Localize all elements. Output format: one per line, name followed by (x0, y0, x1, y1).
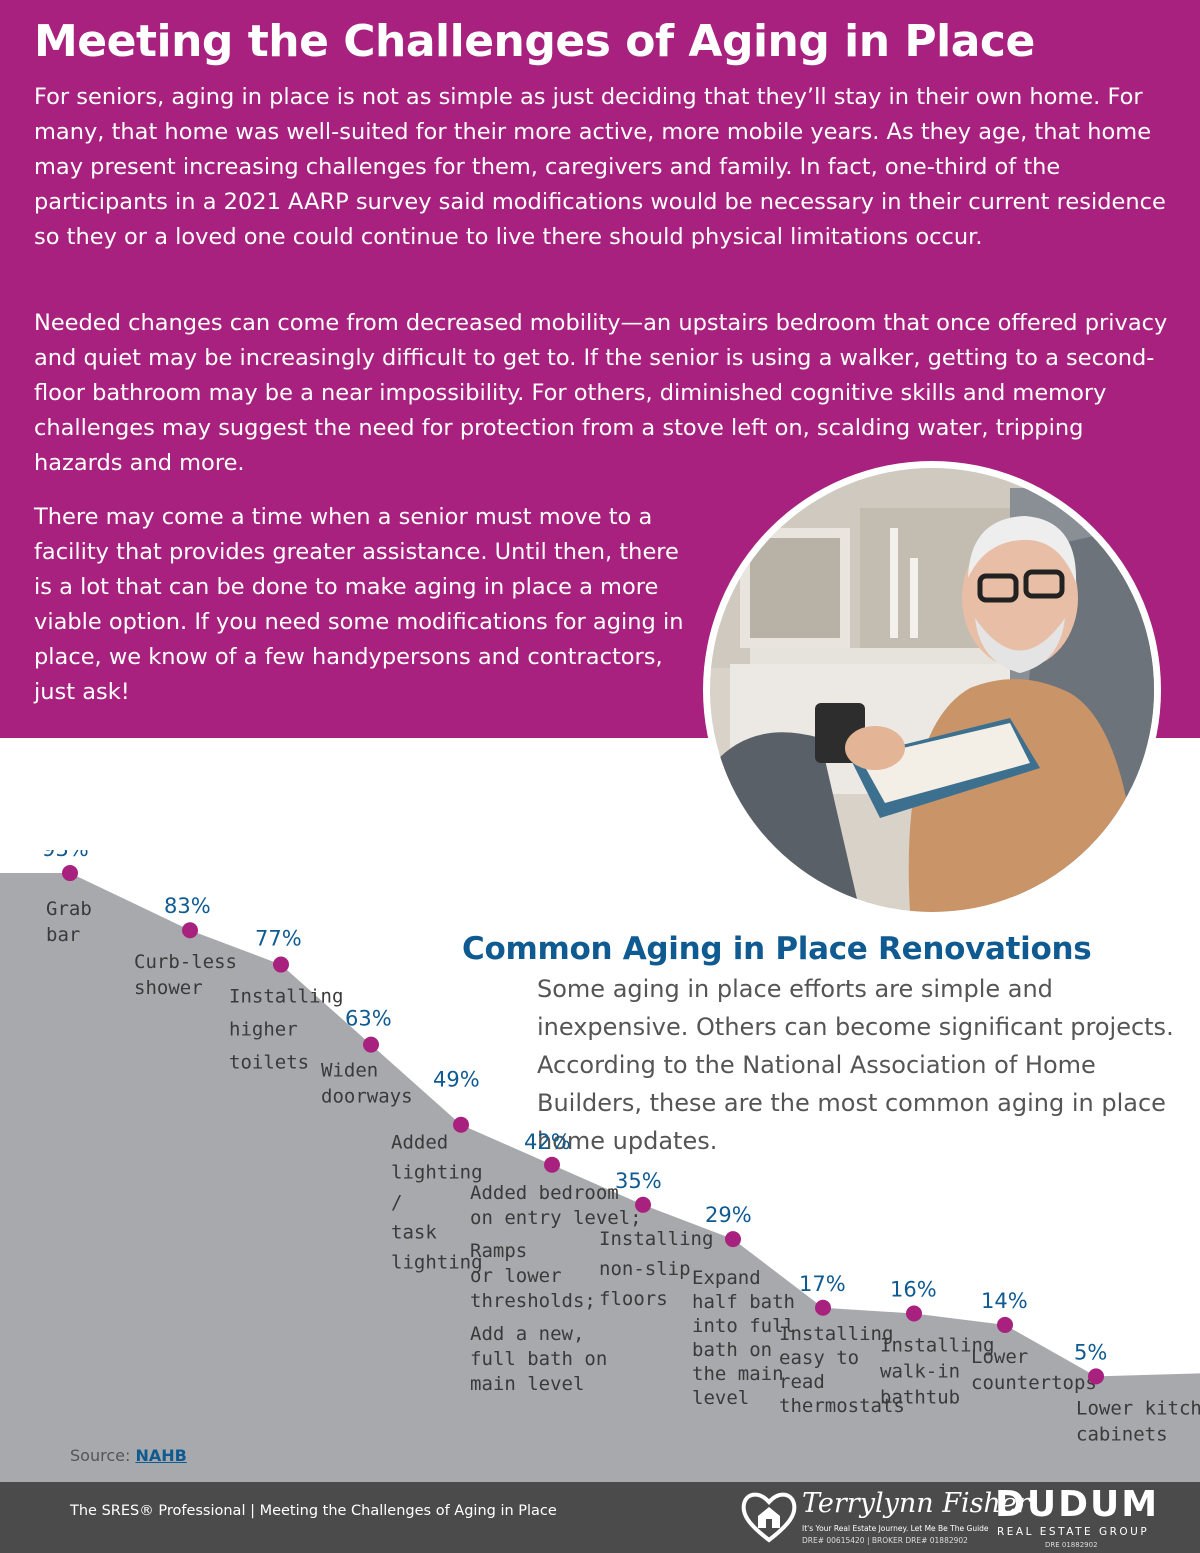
source-prefix: Source: (70, 1446, 131, 1465)
data-point-0 (62, 865, 78, 882)
heart-home-icon (741, 1492, 797, 1543)
data-point-5 (544, 1156, 560, 1173)
data-point-11 (1088, 1368, 1104, 1385)
data-point-8 (815, 1299, 831, 1316)
section-title: Common Aging in Place Renovations (462, 931, 1092, 967)
data-label-7: 29% (705, 1203, 752, 1227)
agent-dre: DRE# 00615420 | BROKER DRE# 01882902 (802, 1536, 968, 1545)
category-label-3: Widen doorways (321, 1060, 413, 1108)
data-label-9: 16% (890, 1277, 937, 1301)
data-label-0: 93% (42, 850, 89, 861)
category-label-7: Expand half bath into full bath on the main l… (692, 1267, 795, 1409)
data-label-11: 5% (1074, 1340, 1107, 1364)
section-body: Some aging in place efforts are simple a… (537, 975, 1174, 1155)
data-label-5: 42% (524, 1130, 571, 1154)
data-point-2 (273, 956, 289, 973)
category-label-4: Added lighting / task lighting (391, 1132, 483, 1274)
data-label-2: 77% (255, 927, 302, 951)
intro-paragraph-3: There may come a time when a senior must… (34, 504, 684, 705)
brokerage-dre: DRE 01882902 (1045, 1541, 1098, 1549)
data-label-6: 35% (615, 1169, 662, 1193)
data-label-8: 17% (799, 1272, 846, 1296)
page-title: Meeting the Challenges of Aging in Place (34, 16, 1035, 67)
brokerage-logo: DUDUM REAL ESTATE GROUP DRE 01882902 (995, 1484, 1185, 1552)
data-point-7 (725, 1231, 741, 1248)
data-point-10 (997, 1316, 1013, 1333)
intro-paragraph-1: For seniors, aging in place is not as si… (34, 84, 1166, 250)
footer-text: The SRES® Professional | Meeting the Cha… (70, 1503, 557, 1519)
data-label-1: 83% (164, 894, 211, 918)
category-label-8: Installing easy to read thermostats (779, 1323, 905, 1417)
data-label-4: 49% (433, 1068, 480, 1092)
data-label-3: 63% (345, 1007, 392, 1031)
brokerage-name: DUDUM (995, 1484, 1160, 1525)
source-note: Source: NAHB (70, 1446, 187, 1465)
data-point-1 (182, 922, 198, 939)
category-label-6: Installing non-slip floors (599, 1228, 713, 1310)
data-point-9 (906, 1305, 922, 1322)
category-label-5: Added bedroom on entry level; Ramps or lowe… (470, 1182, 642, 1395)
category-label-11: Lower kitchencabinets (1076, 1397, 1200, 1445)
data-point-6 (635, 1196, 651, 1213)
category-label-1: Curb-less shower (134, 951, 237, 999)
data-label-10: 14% (981, 1289, 1028, 1313)
category-label-10: Lower countertops (971, 1346, 1097, 1394)
category-label-9: Installing walk-in bathtub (880, 1334, 994, 1408)
agent-logo: Terrylynn Fisher It's Your Real Estate J… (740, 1486, 1030, 1550)
category-label-0: Grab bar (46, 898, 92, 946)
source-link[interactable]: NAHB (135, 1446, 187, 1465)
chart-area (0, 873, 1200, 1482)
agent-name: Terrylynn Fisher (802, 1488, 1030, 1519)
intro-paragraph-2: Needed changes can come from decreased m… (34, 310, 1168, 476)
category-label-2: Installing higher toilets (229, 986, 343, 1074)
data-point-3 (363, 1036, 379, 1053)
data-point-4 (453, 1116, 469, 1133)
agent-tagline: It's Your Real Estate Journey. Let Me Be… (802, 1524, 989, 1533)
brokerage-sub: REAL ESTATE GROUP (997, 1526, 1150, 1538)
man-reading-photo (710, 468, 1154, 912)
footer: The SRES® Professional | Meeting the Cha… (0, 1482, 1200, 1553)
header-panel: Meeting the Challenges of Aging in Place… (0, 0, 1200, 738)
